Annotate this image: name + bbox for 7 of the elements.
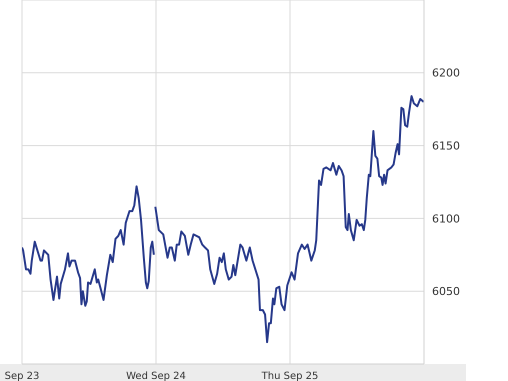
y-tick-label: 6200 [432,66,460,80]
y-tick-label: 6100 [432,212,460,226]
y-tick-label: 6150 [432,140,460,153]
x-tick-label: Thu Sep 25 [260,371,318,381]
y-tick-label: 6050 [432,285,460,298]
x-tick-label: Wed Sep 24 [126,371,186,381]
x-tick-label: Sep 23 [4,371,40,381]
